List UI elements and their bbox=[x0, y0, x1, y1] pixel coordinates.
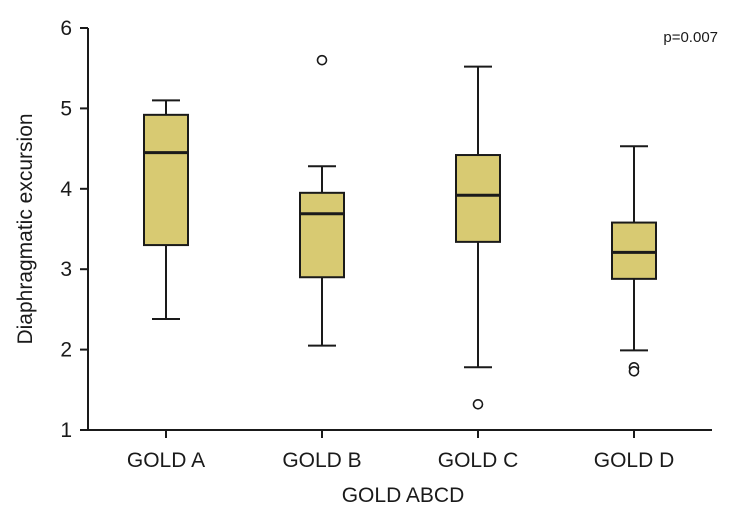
y-tick-label: 2 bbox=[60, 339, 72, 362]
p-value-annotation: p=0.007 bbox=[663, 29, 718, 46]
x-axis-title: GOLD ABCD bbox=[342, 484, 465, 507]
x-tick-label: GOLD A bbox=[127, 449, 205, 472]
axes bbox=[87, 28, 712, 431]
y-tick-label: 6 bbox=[60, 17, 72, 40]
x-tick-label: GOLD C bbox=[438, 449, 519, 472]
outlier-point bbox=[628, 366, 640, 377]
iqr-box bbox=[143, 113, 189, 247]
box-group bbox=[611, 145, 657, 377]
y-axis-title: Diaphragmatic excursion bbox=[14, 113, 37, 344]
outlier-point bbox=[316, 54, 328, 66]
x-tick-label: GOLD B bbox=[282, 449, 361, 472]
y-tick-label: 1 bbox=[60, 419, 72, 442]
y-tick-label: 5 bbox=[60, 97, 72, 120]
iqr-box bbox=[455, 154, 501, 243]
outlier-point bbox=[472, 398, 484, 410]
iqr-box bbox=[299, 191, 345, 279]
y-tick-label: 3 bbox=[60, 258, 72, 281]
x-tick-label: GOLD D bbox=[594, 449, 675, 472]
y-axis-ticks: 1 2 3 4 5 6 bbox=[60, 17, 88, 442]
y-tick-label: 4 bbox=[60, 178, 72, 201]
box-group bbox=[299, 54, 345, 347]
x-axis-ticks: GOLD A GOLD B GOLD C GOLD D bbox=[127, 430, 674, 472]
box-group bbox=[455, 65, 501, 410]
iqr-box bbox=[611, 221, 657, 280]
box-series bbox=[143, 54, 657, 410]
box-group bbox=[143, 99, 189, 321]
